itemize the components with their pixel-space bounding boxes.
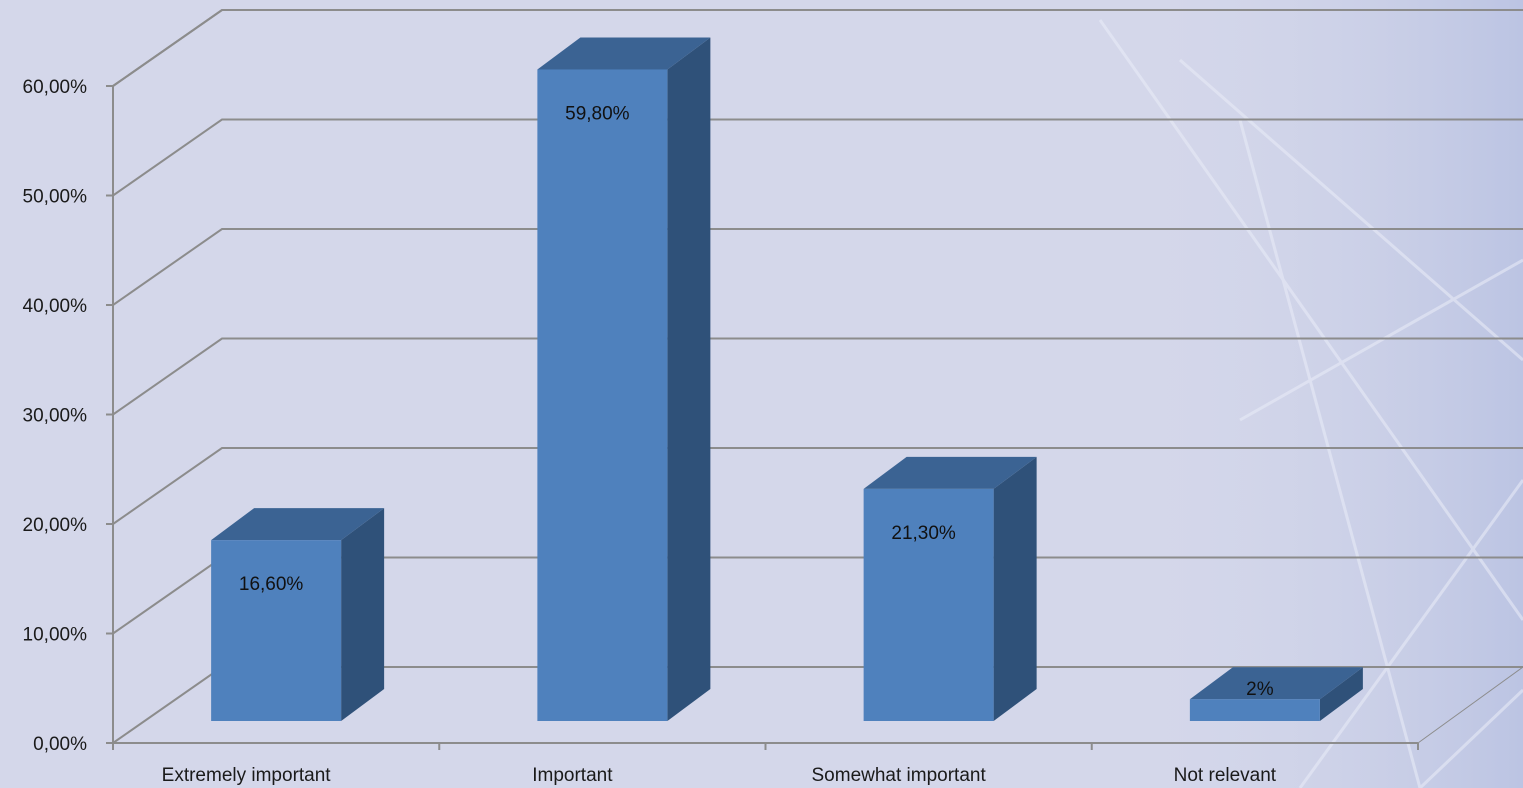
gridline [112, 9, 1523, 87]
background-line [1239, 258, 1523, 422]
y-tick-label: 30,00% [23, 406, 88, 427]
x-tick-label: Somewhat important [812, 765, 987, 786]
bar-top [537, 37, 711, 70]
background-line [1418, 688, 1523, 788]
background-line [1179, 58, 1523, 362]
background-line [1298, 479, 1523, 788]
bar-top [863, 456, 1037, 489]
bar-side [667, 37, 711, 721]
bar-top [211, 508, 385, 541]
bar-group: 59,80% [537, 37, 711, 721]
bar-group: 2% [1189, 667, 1363, 721]
gridline [112, 447, 1523, 525]
y-tick-label: 0,00% [33, 734, 87, 755]
bar [1189, 699, 1320, 721]
y-tick-label: 50,00% [23, 187, 88, 208]
bar-group: 21,30% [863, 456, 1037, 721]
data-label: 16,60% [239, 574, 304, 595]
gridline [112, 337, 1523, 416]
data-label: 2% [1246, 679, 1274, 700]
gridlines [112, 9, 1523, 744]
bars: 16,60% 59,80% 21,30% 2% [211, 37, 1363, 721]
bar [537, 69, 668, 721]
bar-side [993, 456, 1037, 721]
bar [211, 540, 342, 721]
bar-side [1319, 667, 1363, 721]
y-tick-label: 10,00% [23, 625, 88, 646]
x-tick-label: Extremely important [162, 765, 332, 786]
y-tick-label: 60,00% [23, 77, 88, 98]
bar [863, 488, 994, 721]
x-axis-labels: Extremely important Important Somewhat imp… [162, 765, 1277, 786]
background-decoration [1120, 0, 1523, 788]
data-label: 21,30% [891, 523, 956, 544]
y-tick-label: 40,00% [23, 296, 88, 317]
y-axis-ticks: 0,00% 10,00% 20,00% 30,00% 40,00% 50,00% 60,00… [23, 77, 113, 755]
x-tick-label: Not relevant [1174, 765, 1277, 786]
bar-side [341, 508, 385, 721]
floor-edge [1417, 666, 1523, 744]
gridline [112, 228, 1523, 306]
gridline [112, 118, 1523, 197]
background-line [1238, 119, 1422, 788]
bar-top [1189, 667, 1363, 700]
data-label: 59,80% [565, 103, 630, 124]
bar-group: 16,60% [211, 508, 385, 721]
x-tick-label: Important [532, 765, 613, 786]
y-tick-label: 20,00% [23, 515, 88, 536]
